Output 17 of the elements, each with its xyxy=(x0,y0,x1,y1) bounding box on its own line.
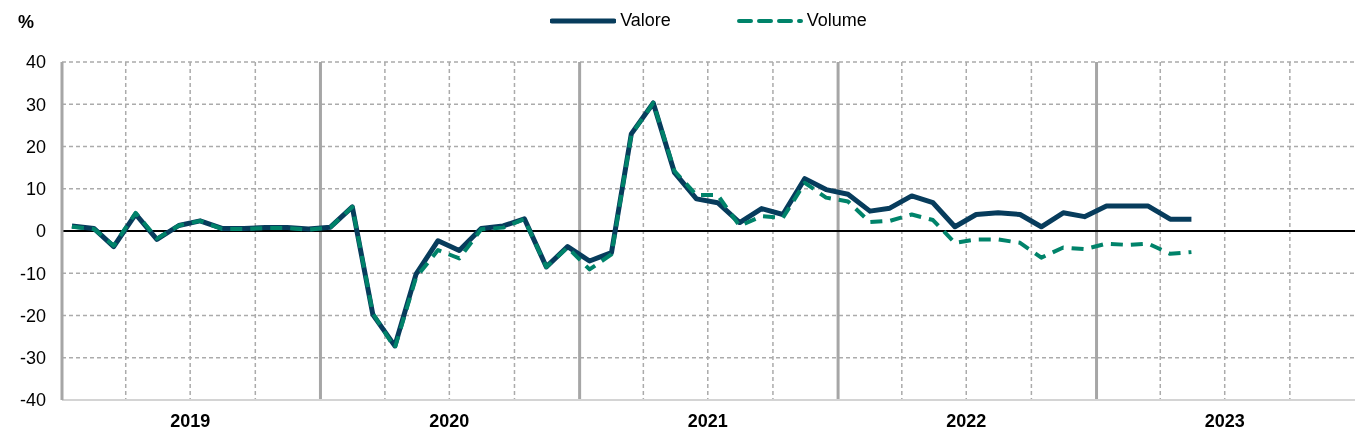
y-tick-label: 40 xyxy=(25,52,46,73)
legend-label: Valore xyxy=(620,10,671,31)
y-tick-label: -30 xyxy=(19,348,46,369)
x-tick-label: 2023 xyxy=(1204,410,1245,431)
x-tick-label: 2021 xyxy=(687,410,728,431)
x-tick-label: 2020 xyxy=(429,410,470,431)
legend-label: Volume xyxy=(806,10,867,31)
y-tick-label: 30 xyxy=(25,94,46,115)
y-axis-title: % xyxy=(18,12,35,33)
y-tick-label: 10 xyxy=(25,179,46,200)
y-tick-label: -10 xyxy=(19,263,46,284)
y-tick-label: -20 xyxy=(19,305,46,326)
y-tick-label: 0 xyxy=(35,221,46,242)
x-tick-label: 2022 xyxy=(946,410,987,431)
y-tick-label: 20 xyxy=(25,136,46,157)
y-tick-label: -40 xyxy=(19,390,46,411)
x-tick-label: 2019 xyxy=(170,410,211,431)
